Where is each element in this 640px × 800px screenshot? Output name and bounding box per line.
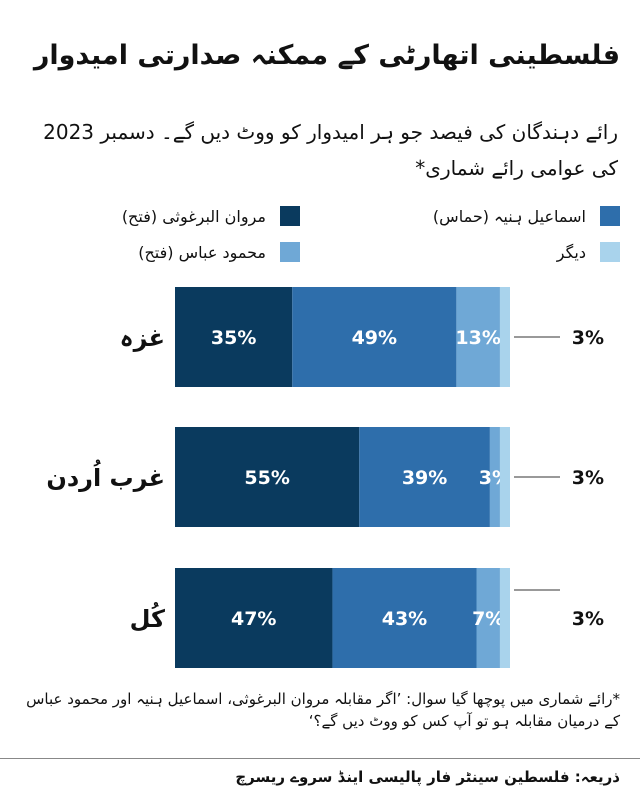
bar-segment [292,287,457,387]
chart-subtitle: رائے دہندگان کی فیصد جو ہر امیدوار کو وو… [43,120,618,180]
bar-segment [499,287,510,387]
bar-segment [476,568,500,668]
legend-item-barghouti: مروان البرغوثی (فتح) [40,204,300,228]
legend-label-barghouti: مروان البرغوثی (فتح) [121,206,266,226]
data-label: 35% [211,327,256,349]
legend-swatch-barghouti [280,206,300,226]
legend-label-abbas: محمود عباس (فتح) [138,242,266,262]
legend-swatch-abbas [280,242,300,262]
legend: مروان البرغوثی (فتح) اسماعیل ہنیہ (حماس)… [0,200,640,280]
source-note: ذریعہ: فلسطین سینٹر فار پالیسی اینڈ سروے… [235,768,620,786]
data-label: 39% [402,467,447,489]
legend-label-other: دیگر [556,242,586,262]
legend-item-other: دیگر [360,240,620,264]
data-label-other: 3% [572,467,604,489]
bar-segment [456,287,500,387]
data-label: 7% [472,608,504,630]
bar-segment [489,427,500,527]
bar-segment [332,568,477,668]
data-label-other: 3% [572,327,604,349]
legend-swatch-haniyeh [600,206,620,226]
category-label: غزہ [120,324,165,352]
bar-segment [175,427,360,527]
bar-segment [499,427,510,527]
bar-segment [175,287,293,387]
data-label: 55% [244,467,289,489]
chart-title: فلسطینی اتھارٹی کے ممکنہ صدارتی امیدوار [33,40,620,71]
bar-segment [359,427,490,527]
data-label: 13% [455,327,500,349]
legend-swatch-other [600,242,620,262]
data-label: 49% [352,327,397,349]
bar-segment [499,568,510,668]
data-label-other: 3% [572,608,604,630]
footnote: *رائے شماری میں پوچھا گیا سوال: ’اگر مقا… [26,690,620,730]
category-label: غرب اُردن [46,460,165,492]
legend-item-abbas: محمود عباس (فتح) [40,240,300,264]
category-label: کُل [130,602,165,633]
legend-item-haniyeh: اسماعیل ہنیہ (حماس) [360,204,620,228]
divider [0,758,640,759]
data-label: 43% [382,608,427,630]
bar-segment [175,568,333,668]
data-label: 47% [231,608,276,630]
legend-label-haniyeh: اسماعیل ہنیہ (حماس) [432,206,586,226]
